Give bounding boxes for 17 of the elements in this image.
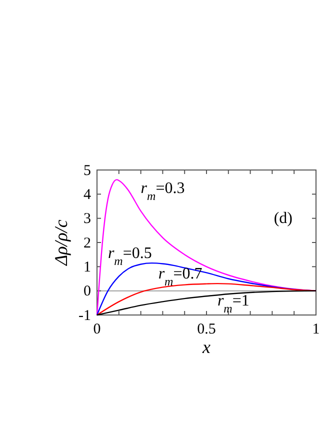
y-tick-label: -1 <box>78 308 91 324</box>
y-tick-label: 0 <box>84 284 91 300</box>
series-label: r$_{m}$=0.5 <box>108 245 152 268</box>
y-tick-label: 2 <box>84 235 91 252</box>
x-tick-label: 1 <box>312 322 320 338</box>
x-tick-label: 0.5 <box>197 322 216 338</box>
annotation: (d) <box>274 210 292 228</box>
line-series <box>96 290 317 316</box>
series-label: r$_{m}$=1 <box>217 292 250 316</box>
y-tick-label: 4 <box>84 186 92 203</box>
series-label: r$_{m}$=0.7 <box>158 265 202 288</box>
y-tick-label: 5 <box>84 162 91 179</box>
x-axis-title: x <box>202 337 210 357</box>
y-axis-title: Δρ/ρ/c <box>51 220 71 266</box>
y-tick-label: 1 <box>84 259 91 276</box>
y-tick-label: 3 <box>84 211 91 228</box>
series-label: r$_{m}$=0.3 <box>140 180 185 203</box>
